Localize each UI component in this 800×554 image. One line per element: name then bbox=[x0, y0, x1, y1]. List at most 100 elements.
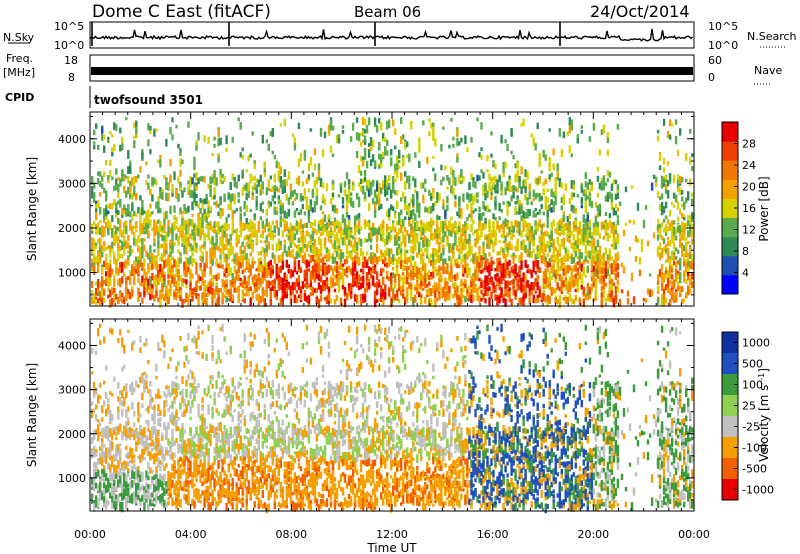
radar-cell bbox=[514, 163, 517, 169]
radar-cell bbox=[514, 186, 517, 192]
radar-cell bbox=[313, 206, 317, 212]
radar-cell bbox=[167, 297, 170, 303]
radar-cell bbox=[211, 282, 214, 287]
radar-cell bbox=[506, 269, 509, 276]
radar-cell bbox=[646, 240, 650, 247]
radar-cell bbox=[95, 256, 98, 265]
radar-cell bbox=[510, 185, 513, 192]
radar-cell bbox=[259, 187, 262, 196]
radar-cell bbox=[496, 251, 499, 256]
radar-cell bbox=[305, 261, 309, 269]
radar-cell bbox=[157, 232, 160, 240]
radar-cell bbox=[674, 291, 678, 297]
radar-cell bbox=[357, 256, 361, 266]
radar-cell bbox=[171, 117, 174, 123]
radar-cell bbox=[438, 254, 441, 264]
radar-cell bbox=[209, 247, 212, 257]
radar-cell bbox=[279, 221, 282, 228]
radar-cell bbox=[422, 257, 425, 264]
radar-cell bbox=[179, 158, 182, 167]
radar-cell bbox=[578, 272, 581, 280]
radar-cell bbox=[612, 244, 616, 250]
radar-cell bbox=[111, 245, 114, 253]
radar-cell bbox=[448, 179, 451, 185]
radar-cell bbox=[430, 298, 433, 306]
radar-cell bbox=[343, 259, 347, 265]
radar-cell bbox=[598, 268, 602, 275]
radar-cell bbox=[644, 205, 648, 210]
radar-cell bbox=[594, 278, 598, 284]
radar-cell bbox=[227, 291, 230, 297]
radar-cell bbox=[129, 211, 132, 218]
radar-cell bbox=[117, 226, 120, 231]
radar-cell bbox=[552, 272, 555, 277]
radar-cell bbox=[103, 171, 106, 177]
radar-cell bbox=[484, 298, 487, 304]
radar-cell bbox=[556, 255, 559, 264]
radar-cell bbox=[432, 253, 435, 263]
radar-cell bbox=[197, 223, 200, 229]
radar-cell bbox=[191, 236, 194, 241]
radar-cell bbox=[432, 132, 435, 141]
radar-cell bbox=[237, 235, 240, 240]
radar-cell bbox=[321, 231, 325, 236]
radar-cell bbox=[448, 229, 451, 236]
radar-cell bbox=[598, 203, 602, 211]
radar-cell bbox=[454, 274, 457, 281]
radar-cell bbox=[173, 259, 176, 268]
radar-cell bbox=[257, 277, 260, 283]
radar-cell bbox=[189, 219, 192, 226]
radar-cell bbox=[271, 128, 274, 137]
radar-cell bbox=[606, 149, 610, 156]
radar-cell bbox=[299, 230, 303, 235]
radar-cell bbox=[211, 153, 214, 157]
radar-cell bbox=[101, 251, 104, 258]
radar-cell bbox=[279, 123, 282, 127]
radar-cell bbox=[440, 144, 443, 152]
radar-cell bbox=[311, 227, 315, 235]
radar-cell bbox=[402, 276, 405, 286]
radar-cell bbox=[586, 195, 589, 200]
radar-cell bbox=[478, 262, 481, 269]
radar-cell bbox=[147, 209, 150, 215]
radar-cell bbox=[309, 255, 313, 263]
radar-cell bbox=[171, 269, 174, 273]
radar-cell bbox=[119, 262, 122, 268]
radar-cell bbox=[560, 280, 563, 289]
radar-cell bbox=[161, 191, 164, 200]
radar-cell bbox=[396, 247, 399, 256]
radar-cell bbox=[594, 246, 598, 255]
radar-cell bbox=[187, 185, 190, 193]
radar-cell bbox=[301, 204, 305, 210]
radar-cell bbox=[247, 277, 250, 285]
radar-cell bbox=[498, 257, 501, 262]
radar-cell bbox=[470, 288, 473, 297]
radar-cell bbox=[542, 242, 545, 249]
radar-cell bbox=[295, 290, 299, 294]
radar-cell bbox=[500, 287, 503, 296]
radar-cell bbox=[311, 222, 315, 226]
radar-cell bbox=[482, 241, 485, 247]
radar-cell bbox=[656, 298, 660, 305]
radar-cell bbox=[199, 198, 202, 204]
radar-cell bbox=[594, 267, 598, 277]
radar-cell bbox=[301, 255, 305, 264]
radar-cell bbox=[420, 267, 423, 276]
radar-cell bbox=[137, 264, 140, 269]
radar-cell bbox=[373, 253, 377, 257]
radar-cell bbox=[253, 163, 256, 169]
radar-cell bbox=[289, 222, 293, 230]
radar-cell bbox=[167, 260, 170, 266]
radar-cell bbox=[494, 216, 497, 221]
radar-cell bbox=[532, 243, 535, 248]
radar-cell bbox=[221, 208, 224, 216]
radar-cell bbox=[267, 200, 270, 205]
radar-cell bbox=[195, 225, 198, 230]
radar-cell bbox=[552, 263, 555, 272]
radar-cell bbox=[676, 270, 680, 274]
radar-cell bbox=[442, 205, 445, 210]
radar-cell bbox=[548, 128, 551, 132]
radar-cell bbox=[201, 201, 204, 209]
radar-cell bbox=[430, 217, 433, 226]
radar-cell bbox=[494, 178, 497, 183]
